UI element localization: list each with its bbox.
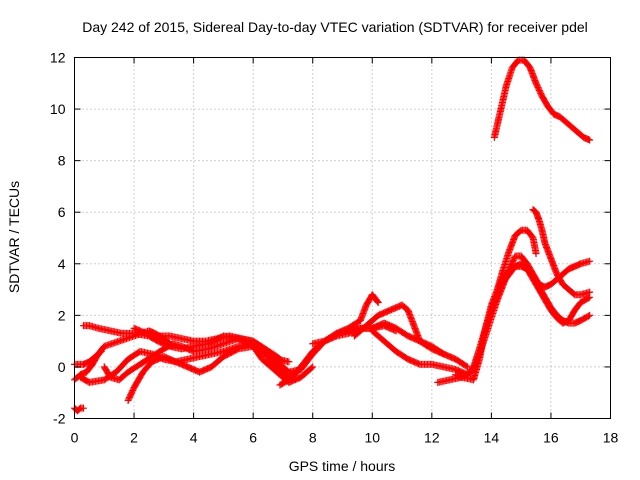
plot-frame: [74, 57, 611, 419]
series-track-q: [529, 206, 594, 299]
data-point: [309, 363, 317, 371]
x-tick-label: 12: [424, 430, 440, 446]
series-track-o: [470, 252, 594, 371]
data-point: [97, 347, 105, 355]
x-tick-label: 0: [71, 430, 79, 446]
data-point: [374, 298, 382, 306]
chart-title: Day 242 of 2015, Sidereal Day-to-day VTE…: [82, 19, 588, 35]
x-tick-label: 8: [309, 430, 317, 446]
data-point: [96, 348, 104, 356]
series-track-k: [350, 301, 448, 358]
series-track-c: [71, 347, 105, 368]
y-tick-label: -2: [53, 411, 66, 427]
data-point: [285, 358, 293, 366]
data-point: [279, 358, 287, 366]
x-tick-label: 2: [130, 430, 138, 446]
x-tick-label: 18: [603, 430, 619, 446]
y-tick-label: 4: [58, 256, 66, 272]
series-track-l: [368, 327, 478, 379]
series-track-r: [490, 56, 594, 144]
data-point: [586, 311, 594, 319]
y-tick-label: 2: [58, 307, 66, 323]
x-tick-label: 10: [364, 430, 380, 446]
series-track-j: [309, 291, 382, 348]
series-track-h: [130, 324, 287, 366]
series-track-a: [71, 404, 87, 415]
data-points: [71, 56, 594, 415]
data-point: [586, 288, 594, 296]
data-point: [475, 351, 483, 359]
y-tick-label: 6: [58, 204, 66, 220]
x-tick-label: 4: [190, 430, 198, 446]
data-point: [462, 362, 470, 370]
series-track-p: [493, 226, 540, 294]
data-point: [586, 257, 594, 265]
data-point: [464, 363, 472, 371]
data-point: [586, 136, 594, 144]
x-tick-label: 6: [249, 430, 257, 446]
y-tick-label: 12: [50, 50, 66, 66]
y-tick-label: 8: [58, 153, 66, 169]
data-point: [584, 312, 592, 320]
data-point: [79, 404, 87, 412]
data-point: [373, 297, 381, 305]
y-tick-label: 10: [50, 101, 66, 117]
data-point: [532, 249, 540, 257]
data-point: [440, 350, 448, 358]
x-tick-label: 16: [543, 430, 559, 446]
x-axis-label: GPS time / hours: [289, 458, 396, 474]
axis-ticks: 0 2 4 6 8 10 12 14 16 18 -2 0 2 4 6 8 10 12: [50, 50, 619, 446]
x-tick-label: 14: [484, 430, 500, 446]
y-tick-label: 0: [58, 359, 66, 375]
data-point: [308, 364, 316, 372]
y-axis-label: SDTVAR / TECUs: [6, 181, 22, 293]
data-point: [278, 357, 286, 365]
grid: [74, 57, 611, 419]
